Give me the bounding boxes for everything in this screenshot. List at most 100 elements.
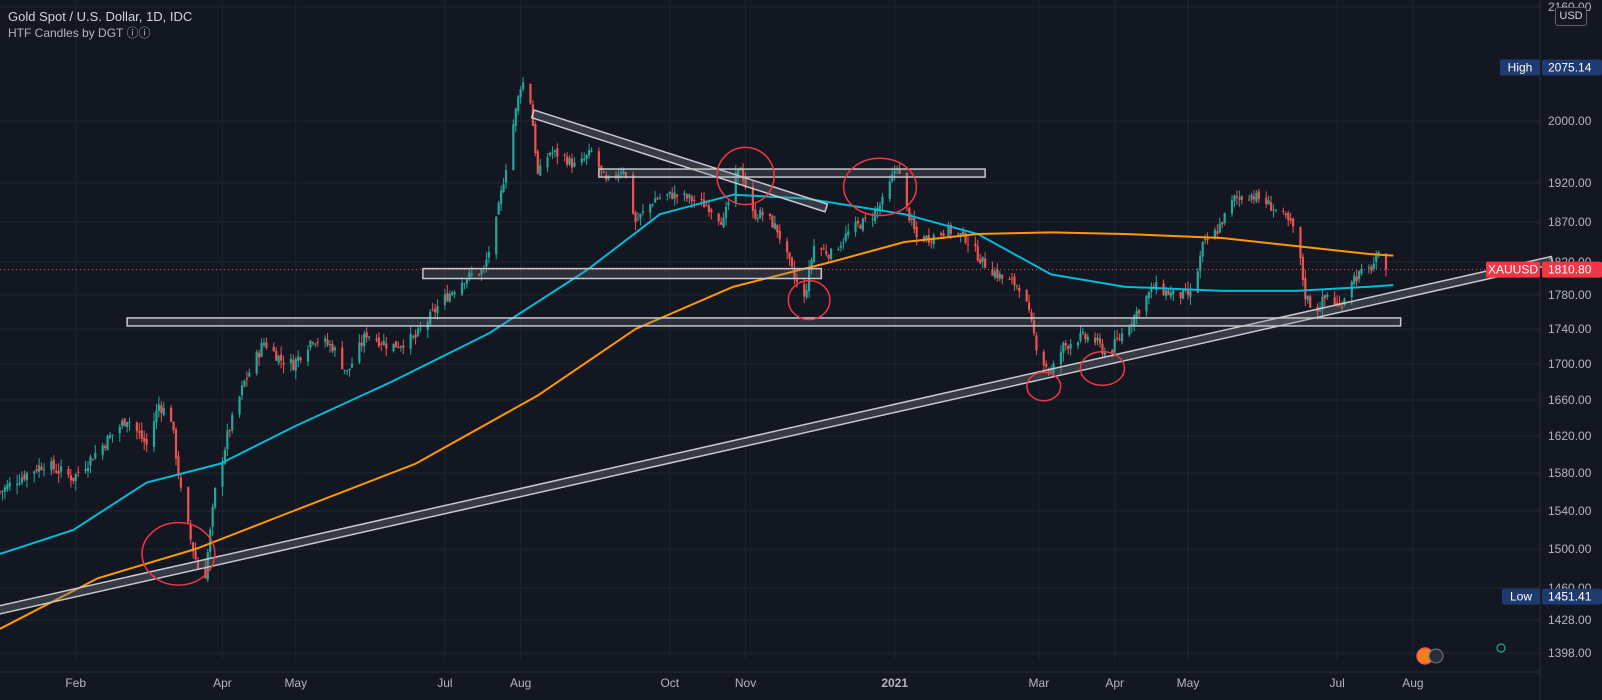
- time-tick-label: Aug: [510, 676, 531, 690]
- last-price-tag: 1810.80 XAUUSD: [1486, 261, 1602, 278]
- support-resistance-zone[interactable]: [598, 168, 986, 178]
- candle: [570, 153, 574, 174]
- candle: [984, 252, 987, 269]
- candle: [993, 267, 996, 280]
- ascending-trendline[interactable]: [0, 255, 1554, 621]
- high-price-tag-value: 2075.14: [1548, 60, 1592, 74]
- candle: [375, 334, 378, 343]
- candle: [1147, 291, 1150, 304]
- high-price-tag: 2075.14 High: [1500, 59, 1602, 76]
- candle: [194, 542, 197, 561]
- candle: [1248, 194, 1251, 201]
- candle: [238, 395, 241, 418]
- highlight-circle[interactable]: [1026, 371, 1062, 402]
- highlight-circle[interactable]: [1079, 350, 1126, 387]
- candle: [566, 152, 569, 168]
- time-axis[interactable]: Feb Apr May Jul Aug Oct Nov 2021 Mar Apr May Jul Aug: [65, 676, 1423, 690]
- candle: [1257, 188, 1260, 204]
- candle: [3, 484, 6, 499]
- candle: [1042, 349, 1045, 374]
- price-tick-label: 1398.00: [1548, 646, 1592, 660]
- candle: [514, 107, 517, 133]
- candle: [1358, 270, 1361, 283]
- candle: [20, 471, 24, 486]
- price-tick-label: 2000.00: [1548, 114, 1592, 128]
- candle: [861, 217, 864, 233]
- candle: [394, 340, 398, 348]
- candle: [350, 357, 354, 369]
- candle: [996, 263, 999, 282]
- candle: [324, 335, 327, 348]
- price-tick-label: 1428.00: [1548, 613, 1592, 627]
- candle: [756, 213, 759, 223]
- candle: [446, 284, 449, 303]
- candle: [143, 430, 146, 451]
- candle: [1150, 282, 1153, 299]
- candle: [1064, 340, 1067, 351]
- highlight-circle[interactable]: [141, 521, 216, 586]
- candle: [639, 213, 642, 226]
- time-tick-label: Jul: [1329, 676, 1344, 690]
- events-flag-icon[interactable]: [1416, 647, 1444, 665]
- candle: [1343, 297, 1346, 307]
- candle: [856, 217, 860, 228]
- candle: [25, 471, 28, 488]
- candle: [294, 356, 297, 380]
- currency-badge[interactable]: USD: [1555, 7, 1587, 26]
- highlight-circle[interactable]: [716, 146, 775, 206]
- candle: [1059, 345, 1062, 374]
- candle: [517, 95, 520, 116]
- candle: [974, 236, 977, 252]
- highlight-circle[interactable]: [842, 157, 918, 217]
- descending-trendline[interactable]: [530, 109, 829, 213]
- candle: [170, 404, 173, 422]
- candle: [111, 434, 114, 443]
- candle: [277, 354, 280, 366]
- candle: [497, 200, 500, 215]
- price-tick-label: 1740.00: [1548, 322, 1592, 336]
- support-resistance-zone[interactable]: [126, 317, 1402, 327]
- candle: [649, 203, 652, 220]
- candle: [720, 216, 723, 225]
- candle: [231, 411, 234, 434]
- candle: [228, 429, 231, 438]
- candle: [685, 192, 688, 202]
- candle: [947, 221, 950, 239]
- candle: [33, 470, 36, 483]
- candle: [602, 170, 605, 173]
- candle: [959, 232, 962, 243]
- candle: [793, 260, 796, 285]
- candle: [1333, 291, 1336, 307]
- candle: [580, 152, 583, 166]
- candle: [803, 277, 806, 304]
- candle: [1321, 290, 1324, 318]
- price-axis[interactable]: 2160.002000.001920.001870.001820.001780.…: [1548, 0, 1592, 660]
- candle: [1086, 333, 1089, 343]
- candle: [478, 273, 481, 277]
- candle: [399, 345, 402, 352]
- candle: [1133, 313, 1136, 332]
- candle: [106, 434, 109, 451]
- candle: [656, 196, 659, 201]
- candle: [152, 412, 156, 453]
- candle: [69, 468, 72, 488]
- candle: [976, 239, 979, 262]
- candle: [1028, 294, 1031, 314]
- candle: [1274, 209, 1278, 213]
- price-tick-label: 1660.00: [1548, 393, 1592, 407]
- support-resistance-zone[interactable]: [422, 267, 823, 280]
- candle: [710, 207, 713, 220]
- candle: [842, 237, 845, 250]
- candle: [1069, 339, 1072, 356]
- candle: [1301, 253, 1304, 287]
- candle: [174, 427, 178, 466]
- highlight-circle[interactable]: [787, 279, 831, 321]
- candle: [1199, 250, 1202, 279]
- candle: [1167, 288, 1170, 296]
- sun-icon[interactable]: [1496, 643, 1506, 653]
- candle: [1355, 270, 1358, 287]
- candle: [448, 290, 451, 303]
- candle: [717, 212, 720, 226]
- candle: [160, 400, 163, 422]
